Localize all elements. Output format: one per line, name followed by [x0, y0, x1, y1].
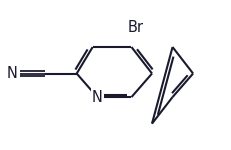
- Text: N: N: [92, 90, 103, 105]
- Text: Br: Br: [128, 20, 144, 35]
- Text: N: N: [6, 66, 17, 81]
